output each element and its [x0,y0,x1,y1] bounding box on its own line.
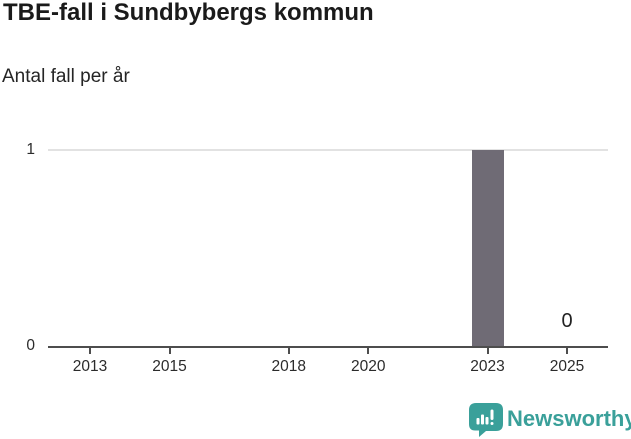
chart-subtitle: Antal fall per år [2,66,130,87]
x-tick-label-2013: 2013 [72,358,108,375]
x-axis-line [48,346,608,348]
x-tick-label-2020: 2020 [351,358,386,375]
y-tick-label-0: 0 [26,337,35,354]
bar-2023 [471,150,504,346]
x-tick-2023 [486,348,489,354]
x-tick-label-2015: 2015 [152,358,187,375]
x-tick-2015 [168,348,171,354]
newsworthy-logo-icon [469,403,503,437]
brand-footer: Newsworthy [469,403,631,437]
x-tick-2018 [287,348,290,354]
x-tick-2020 [367,348,370,354]
last-value-label: 0 [561,310,573,332]
x-tick-2025 [566,348,568,354]
x-tick-label-2023: 2023 [470,358,505,375]
x-tick-2013 [89,348,91,354]
x-tick-label-2018: 2018 [271,358,306,375]
y-tick-label-1: 1 [26,141,35,158]
brand-name: Newsworthy [507,406,631,431]
x-tick-label-2025: 2025 [549,358,585,375]
chart-title: TBE-fall i Sundbybergs kommun [3,0,374,26]
gridline-1 [48,149,608,151]
